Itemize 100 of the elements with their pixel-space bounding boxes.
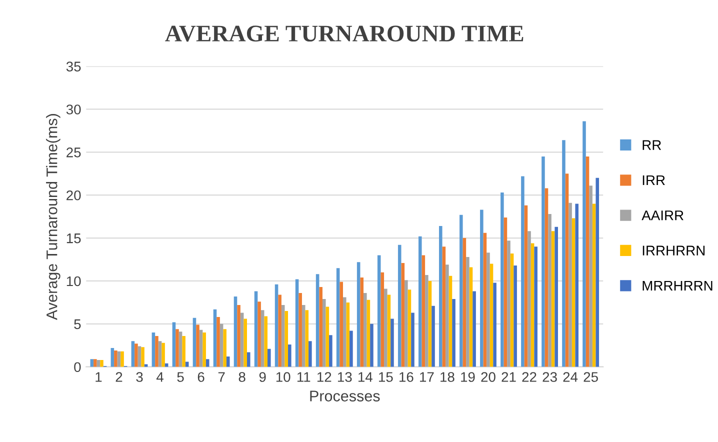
bar: [281, 305, 285, 367]
x-tick-label: 3: [136, 372, 143, 382]
bar: [534, 246, 538, 367]
bar: [551, 231, 555, 367]
bar: [582, 121, 586, 367]
bar: [278, 294, 282, 367]
bar: [202, 332, 206, 367]
x-tick-label: 9: [259, 372, 266, 382]
x-tick-label: 18: [440, 372, 454, 382]
bar: [258, 302, 261, 367]
y-tick-label: 5: [74, 319, 81, 330]
bar: [462, 238, 466, 367]
bar: [226, 356, 230, 367]
bar: [572, 218, 576, 367]
bar: [575, 204, 579, 367]
bar: [264, 316, 268, 367]
x-tick-label: 19: [461, 372, 475, 382]
bar: [370, 324, 374, 367]
bar: [384, 288, 388, 367]
bar: [155, 336, 158, 367]
bar: [94, 359, 97, 367]
bar: [284, 311, 288, 367]
bar: [254, 291, 258, 367]
bar: [408, 290, 412, 367]
bar: [554, 226, 558, 367]
bar: [329, 335, 332, 367]
bar: [288, 344, 292, 367]
bar: [178, 332, 182, 367]
bar: [528, 231, 531, 367]
x-tick-label: 13: [338, 372, 352, 382]
x-tick-label: 14: [358, 372, 372, 382]
bar: [490, 264, 494, 367]
bar: [432, 306, 435, 367]
bar: [114, 350, 118, 367]
bar: [366, 300, 370, 367]
y-tick-label: 30: [66, 104, 81, 114]
bar: [401, 262, 405, 367]
bar: [548, 214, 552, 367]
bar: [134, 344, 138, 367]
bar: [268, 348, 271, 367]
bar: [322, 299, 326, 367]
bar: [295, 279, 299, 367]
bar: [110, 348, 114, 367]
bar: [220, 324, 224, 367]
legend-label: IRRHRRN: [642, 246, 705, 256]
bar: [514, 266, 517, 367]
x-tick-label: 17: [420, 372, 434, 382]
bar: [565, 174, 569, 367]
bar: [377, 255, 381, 367]
bar: [390, 318, 394, 367]
bar: [340, 282, 343, 367]
bar: [302, 305, 306, 367]
legend-label: IRR: [642, 175, 665, 185]
x-tick-label: 12: [317, 372, 332, 382]
bar: [398, 244, 402, 367]
x-tick-label: 10: [276, 372, 290, 382]
bar: [442, 246, 446, 367]
bar: [305, 310, 309, 367]
bar: [319, 286, 322, 367]
bar: [316, 274, 320, 367]
x-tick-label: 25: [584, 372, 598, 382]
bar: [524, 205, 528, 367]
legend-label: RR: [642, 140, 662, 150]
x-tick-label: 20: [481, 372, 496, 382]
bar: [246, 352, 250, 367]
bar: [483, 232, 487, 367]
x-axis-title: Processes: [310, 390, 380, 402]
x-tick-label: 21: [502, 372, 516, 382]
x-tick-label: 23: [542, 372, 557, 382]
bar: [510, 254, 514, 367]
bar: [469, 267, 473, 367]
bar: [544, 188, 548, 367]
x-tick-label: 5: [177, 372, 184, 382]
bar: [504, 217, 508, 367]
bar: [500, 192, 504, 367]
bar: [244, 318, 247, 367]
bar: [234, 296, 238, 367]
bar: [343, 297, 346, 367]
x-tick-label: 15: [379, 372, 393, 382]
bar: [196, 324, 200, 367]
x-tick-label: 16: [400, 372, 414, 382]
bar: [120, 351, 124, 367]
bar: [562, 140, 566, 367]
legend-label: MRRHRRN: [642, 280, 712, 291]
bar: [422, 255, 426, 367]
bar: [411, 312, 414, 367]
bar: [308, 341, 312, 367]
bar: [223, 329, 226, 367]
x-tick-label: 4: [156, 372, 164, 382]
bar: [542, 156, 545, 367]
bar: [466, 256, 470, 367]
bar: [472, 291, 476, 367]
y-tick-label: 25: [66, 148, 81, 158]
bar: [380, 272, 384, 367]
bar: [192, 318, 196, 367]
bar: [260, 310, 264, 367]
bar: [446, 264, 449, 367]
legend-label: AAIRR: [642, 210, 684, 220]
bar: [199, 330, 203, 367]
bar: [428, 280, 432, 367]
